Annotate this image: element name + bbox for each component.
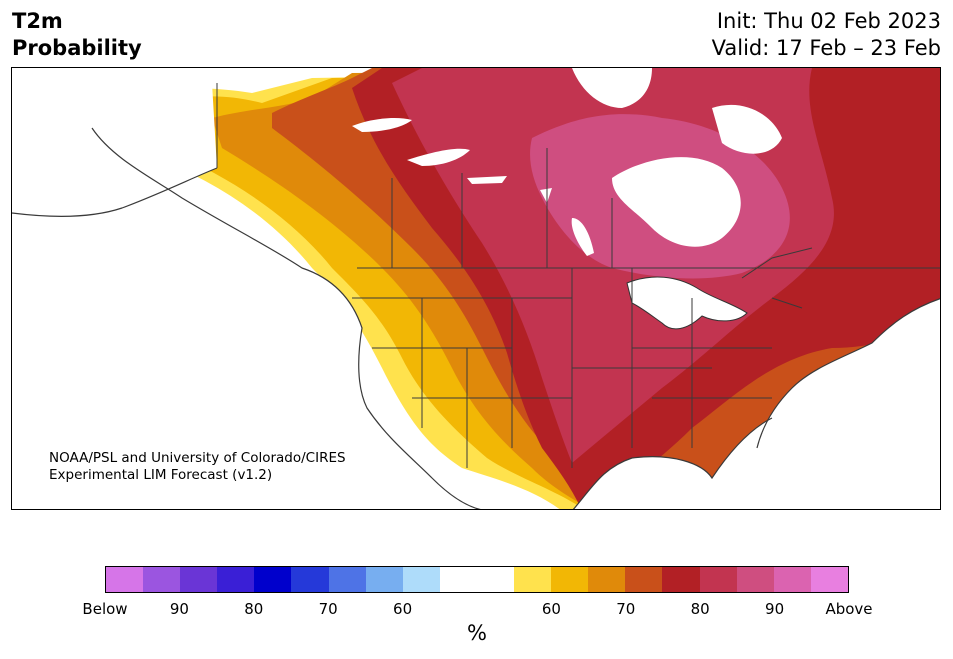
colorbar-segment [662, 567, 700, 592]
colorbar-segment [254, 567, 292, 592]
colorbar-tick-label: 60 [393, 600, 413, 618]
colorbar-segment [180, 567, 218, 592]
colorbar-segment [810, 567, 848, 592]
colorbar-tick-label: 90 [169, 600, 189, 618]
colorbar-segment [143, 567, 181, 592]
colorbar-tick-label: 70 [616, 600, 636, 618]
colorbar-segment [625, 567, 663, 592]
colorbar-segment [736, 567, 774, 592]
credit-text: NOAA/PSL and University of Colorado/CIRE… [49, 450, 346, 484]
init-date: Init: Thu 02 Feb 2023 [716, 9, 941, 33]
colorbar-tick-label: 60 [541, 600, 561, 618]
colorbar-segment [476, 567, 515, 592]
title-quantity: Probability [12, 36, 142, 60]
colorbar-segment [588, 567, 626, 592]
colorbar-segment [106, 567, 144, 592]
credit-line-1: NOAA/PSL and University of Colorado/CIRE… [49, 450, 346, 466]
map-title: T2m Probability [12, 8, 142, 62]
colorbar [105, 566, 849, 593]
atlantic-ocean [757, 298, 940, 448]
colorbar-segment [514, 567, 552, 592]
alaska-land [12, 78, 217, 217]
colorbar-tick-label: 80 [690, 600, 710, 618]
colorbar-unit: % [467, 621, 487, 645]
political-borders [216, 83, 940, 468]
colorbar-tick-label: Below [82, 600, 128, 618]
valid-range: Valid: 17 Feb – 23 Feb [711, 36, 941, 60]
credit-line-2: Experimental LIM Forecast (v1.2) [49, 467, 273, 483]
lake-winnipeg [540, 188, 594, 256]
colorbar-segment [291, 567, 329, 592]
hudson-bay [612, 157, 741, 247]
north-america-map [12, 68, 940, 509]
great-lakes [626, 276, 748, 330]
coastlines [12, 127, 940, 509]
colorbar-segment [365, 567, 403, 592]
colorbar-segment [551, 567, 589, 592]
colorbar-segment [699, 567, 737, 592]
colorbar-tick-label: 70 [318, 600, 338, 618]
forecast-dates: Init: Thu 02 Feb 2023 Valid: 17 Feb – 23… [712, 8, 941, 62]
colorbar-segment [773, 567, 811, 592]
colorbar-segment [402, 567, 440, 592]
colorbar-tick-label: Above [825, 600, 873, 618]
colorbar-segment [439, 567, 477, 592]
great-slave-lake [352, 118, 507, 184]
title-variable: T2m [12, 9, 63, 33]
colorbar-segment [328, 567, 366, 592]
probability-map [11, 67, 941, 510]
arctic-water [572, 68, 782, 154]
colorbar-tick-label: 80 [244, 600, 264, 618]
colorbar-tick-label: 90 [765, 600, 785, 618]
colorbar-segment [217, 567, 255, 592]
